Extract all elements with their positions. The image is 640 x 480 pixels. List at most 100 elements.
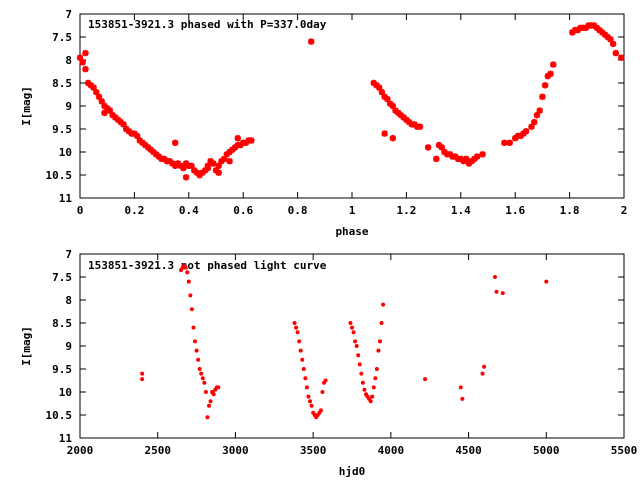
data-point-phased <box>114 116 122 123</box>
x-tick-label-unphased: 4500 <box>455 444 482 457</box>
chart-title-phased: 153851-3921.3 phased with P=337.0day <box>88 18 327 31</box>
data-point-phased <box>457 155 464 163</box>
y-tick-label-phased: 9 <box>65 100 72 113</box>
data-point-unphased <box>360 380 365 385</box>
data-point-unphased <box>318 408 323 413</box>
data-point-unphased <box>297 339 302 344</box>
data-point-phased <box>596 26 603 34</box>
data-point-phased <box>593 24 600 31</box>
data-point-unphased <box>200 376 205 381</box>
data-point-phased <box>147 146 154 153</box>
data-point-phased <box>590 22 598 29</box>
data-point-unphased <box>186 279 191 284</box>
data-point-unphased <box>482 364 487 369</box>
x-tick-label-phased: 0 <box>77 204 84 217</box>
data-point-phased <box>172 162 179 169</box>
x-tick-label-unphased: 5000 <box>533 444 560 457</box>
data-point-unphased <box>370 394 375 399</box>
data-point-phased <box>218 158 225 165</box>
data-point-phased <box>386 100 394 107</box>
data-point-phased <box>142 141 149 149</box>
y-tick-label-unphased: 8 <box>65 294 72 307</box>
data-point-unphased <box>211 392 216 397</box>
data-point-phased <box>220 155 228 163</box>
data-point-phased <box>125 128 133 135</box>
data-point-phased <box>106 107 114 114</box>
data-point-phased <box>452 153 459 160</box>
data-point-phased <box>204 164 212 172</box>
plot-frame-phased <box>79 13 625 199</box>
data-point-unphased <box>480 371 485 376</box>
data-point-phased <box>569 29 576 36</box>
data-point-phased <box>169 160 176 167</box>
data-point-phased <box>144 144 152 151</box>
data-point-phased <box>104 105 111 112</box>
y-tick-label-phased: 7.5 <box>52 31 72 44</box>
y-axis-label-phased: I[mag] <box>20 86 33 126</box>
data-point-unphased <box>183 265 188 270</box>
data-point-phased <box>381 130 388 137</box>
data-point-unphased <box>309 403 314 408</box>
data-point-unphased <box>306 394 311 399</box>
x-tick-label-unphased: 2500 <box>144 444 171 457</box>
data-point-phased <box>381 93 388 100</box>
data-point-unphased <box>353 339 358 344</box>
data-point-unphased <box>196 357 201 362</box>
data-point-phased <box>101 109 108 117</box>
data-point-phased <box>212 167 220 174</box>
data-point-phased <box>536 107 543 114</box>
data-point-unphased <box>544 279 549 284</box>
data-point-unphased <box>301 367 306 371</box>
data-point-unphased <box>207 403 212 408</box>
data-point-phased <box>531 118 538 126</box>
y-tick-label-unphased: 11 <box>59 432 73 445</box>
data-point-phased <box>574 26 581 34</box>
data-point-phased <box>101 102 108 110</box>
data-point-phased <box>174 160 182 167</box>
x-tick-label-phased: 0.2 <box>124 204 144 217</box>
data-point-phased <box>95 93 103 100</box>
data-point-phased <box>541 82 549 89</box>
data-point-unphased <box>359 371 364 376</box>
data-point-unphased <box>494 289 499 294</box>
data-point-phased <box>237 141 244 149</box>
x-tick-label-unphased: 3000 <box>222 444 249 457</box>
data-point-phased <box>136 137 144 144</box>
data-point-unphased <box>216 385 221 390</box>
data-point-unphased <box>423 377 428 382</box>
data-point-phased <box>533 112 541 119</box>
data-point-phased <box>98 98 105 105</box>
data-point-phased <box>199 169 206 176</box>
y-tick-label-unphased: 7.5 <box>52 271 72 284</box>
y-tick-label-unphased: 7 <box>65 248 72 261</box>
data-point-phased <box>155 153 163 160</box>
y-axis-label-unphased: I[mag] <box>20 326 33 366</box>
data-point-unphased <box>191 325 196 330</box>
data-point-phased <box>411 121 418 128</box>
y-tick-label-phased: 8.5 <box>52 77 72 90</box>
data-point-phased <box>403 116 410 123</box>
data-point-unphased <box>362 387 367 392</box>
data-point-phased <box>131 130 138 137</box>
data-point-unphased <box>371 385 376 390</box>
data-point-phased <box>463 155 470 163</box>
data-point-phased <box>416 123 424 130</box>
data-point-phased <box>392 107 399 114</box>
data-point-unphased <box>320 390 325 394</box>
data-point-unphased <box>304 385 309 390</box>
data-point-phased <box>226 148 233 156</box>
axis-ticks-unphased: 2000 2500 3000 3500 4000 4500 5000 5500 7 7.5 8 8.5… <box>46 248 638 457</box>
data-point-phased <box>215 162 222 169</box>
data-point-phased <box>539 93 546 100</box>
y-tick-label-phased: 10.5 <box>46 169 73 182</box>
data-point-phased <box>150 148 157 156</box>
data-point-phased <box>473 153 481 160</box>
data-point-phased <box>384 95 391 103</box>
y-tick-label-phased: 10 <box>59 146 72 159</box>
data-point-phased <box>82 49 89 57</box>
data-point-phased <box>373 82 380 89</box>
data-point-unphased <box>300 357 305 362</box>
data-point-phased <box>424 144 432 151</box>
data-point-phased <box>618 54 625 61</box>
data-point-phased <box>438 144 445 151</box>
